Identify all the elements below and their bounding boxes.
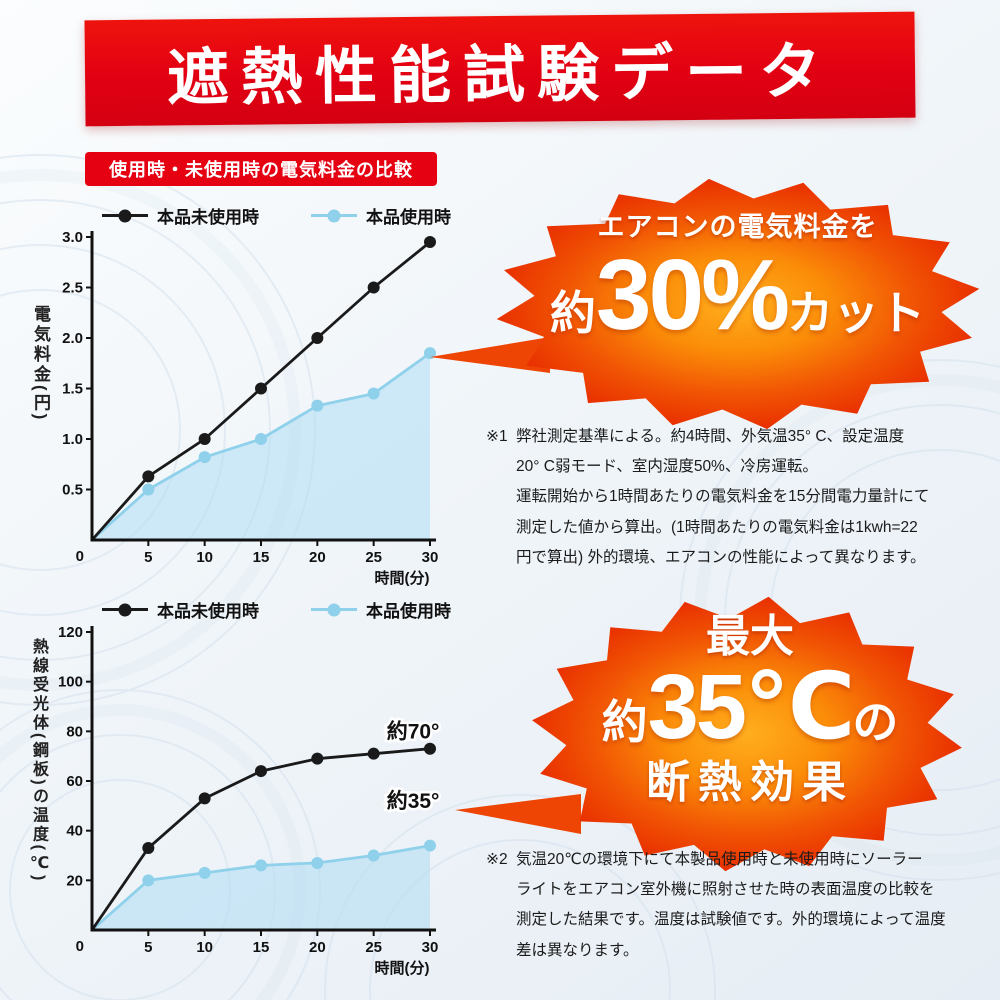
burst1-pointer: [430, 337, 550, 373]
svg-text:120: 120: [58, 624, 83, 641]
svg-text:15: 15: [253, 549, 270, 566]
svg-text:30: 30: [422, 939, 439, 956]
svg-text:100: 100: [58, 674, 83, 691]
burst1-shape: [496, 178, 980, 430]
svg-text:25: 25: [365, 939, 382, 956]
legend-dot-black: [118, 209, 132, 222]
chart1-y-axis-label: 電気料金(円): [31, 305, 50, 423]
svg-text:時間(分): 時間(分): [375, 569, 430, 587]
svg-text:0: 0: [76, 548, 84, 565]
electricity-cost-chart: 0.5 1.0 1.5 2.0 2.5 3.0 0 5 10 15 20 25 30 時間(分): [62, 229, 439, 587]
burst2-text: 最大 約 35℃ の 断熱効果: [540, 612, 960, 810]
footnote-1: ※1 弊社測定基準による。約4時間、外気温35° C、設定温度 20° C弱モー…: [486, 422, 958, 573]
svg-text:10: 10: [196, 939, 213, 956]
legend-dot-black: [118, 603, 132, 616]
svg-text:10: 10: [196, 549, 213, 566]
legend-item-used: 本品使用時: [311, 203, 451, 228]
burst1-value-row: 約 30% カット: [505, 244, 970, 346]
svg-text:0: 0: [76, 938, 84, 955]
legend-label-used: 本品使用時: [366, 208, 451, 227]
burst1-big-value: 30%: [595, 239, 790, 351]
footnote-2-marker: ※2: [486, 851, 508, 868]
legend-label-unused: 本品未使用時: [157, 208, 259, 227]
svg-text:3.0: 3.0: [62, 229, 83, 246]
burst2-headline: 最大: [706, 612, 794, 661]
section1-label: 使用時・未使用時の電気料金の比較: [85, 152, 437, 186]
section1-label-text: 使用時・未使用時の電気料金の比較: [109, 160, 413, 180]
svg-text:約70°: 約70°: [387, 719, 440, 743]
svg-text:40: 40: [66, 823, 83, 840]
footnote-2: ※2 気温20℃の環境下にて本製品使用時と未使用時にソーラー ライトをエアコン室…: [486, 845, 968, 966]
burst1-suffix: カット: [787, 287, 926, 339]
legend-dot-blue: [327, 209, 341, 222]
legend-line-blue: [311, 209, 357, 222]
burst1-headline: エアコンの電気料金を: [597, 212, 878, 242]
legend-line-blue: [311, 603, 357, 616]
legend-item-unused: 本品未使用時: [102, 203, 259, 228]
svg-text:25: 25: [365, 549, 382, 566]
legend-label-used: 本品使用時: [366, 602, 451, 621]
svg-text:20: 20: [66, 872, 83, 889]
chart1-legend: 本品未使用時 本品使用時: [102, 203, 451, 228]
svg-text:5: 5: [144, 549, 152, 566]
chart2-legend: 本品未使用時 本品使用時: [102, 597, 451, 622]
svg-text:1.5: 1.5: [62, 381, 83, 398]
legend-item-used: 本品使用時: [311, 597, 451, 622]
burst1-prefix: 約: [549, 287, 596, 339]
burst2-value-row: 約 35℃ の: [540, 661, 960, 755]
svg-text:80: 80: [66, 723, 83, 740]
svg-text:2.5: 2.5: [62, 280, 83, 297]
svg-text:2.0: 2.0: [62, 330, 83, 347]
legend-dot-blue: [327, 603, 341, 616]
footnote-1-marker: ※1: [486, 428, 508, 445]
legend-label-unused: 本品未使用時: [157, 602, 259, 621]
burst2-shape: [532, 596, 962, 872]
burst2-suffix: の: [852, 696, 899, 749]
svg-text:20: 20: [309, 549, 326, 566]
svg-text:60: 60: [66, 773, 83, 790]
legend-item-unused: 本品未使用時: [102, 597, 259, 622]
svg-text:時間(分): 時間(分): [375, 959, 430, 977]
temperature-chart: 約35° 約70° 20 40 60 80 100 120 0 5 10 15 20 25 30 時間(分): [58, 624, 442, 977]
burst2-subline: 断熱効果: [646, 758, 854, 808]
burst1-text: エアコンの電気料金を 約 30% カット: [505, 205, 970, 346]
svg-text:30: 30: [422, 549, 439, 566]
page-title: 遮熱性能試験データ: [166, 37, 834, 114]
svg-text:20: 20: [309, 939, 326, 956]
chart2-y-axis-label: 熱線受光体(鋼板)の温度(℃): [30, 638, 47, 884]
burst2-big-value: 35℃: [647, 656, 856, 759]
svg-text:約35°: 約35°: [387, 789, 440, 813]
legend-line-black: [102, 209, 148, 222]
svg-text:0.5: 0.5: [62, 482, 83, 499]
svg-text:5: 5: [144, 939, 152, 956]
footnote-2-text: 気温20℃の環境下にて本製品使用時と未使用時にソーラー ライトをエアコン室外機に…: [516, 851, 946, 959]
svg-text:1.0: 1.0: [62, 431, 83, 448]
footnote-1-text: 弊社測定基準による。約4時間、外気温35° C、設定温度 20° C弱モード、室…: [516, 428, 930, 566]
burst2-pointer: [455, 794, 581, 834]
legend-line-black: [102, 603, 148, 616]
burst2-prefix: 約: [601, 696, 648, 749]
title-banner: 遮熱性能試験データ: [84, 11, 916, 127]
svg-text:15: 15: [253, 939, 270, 956]
